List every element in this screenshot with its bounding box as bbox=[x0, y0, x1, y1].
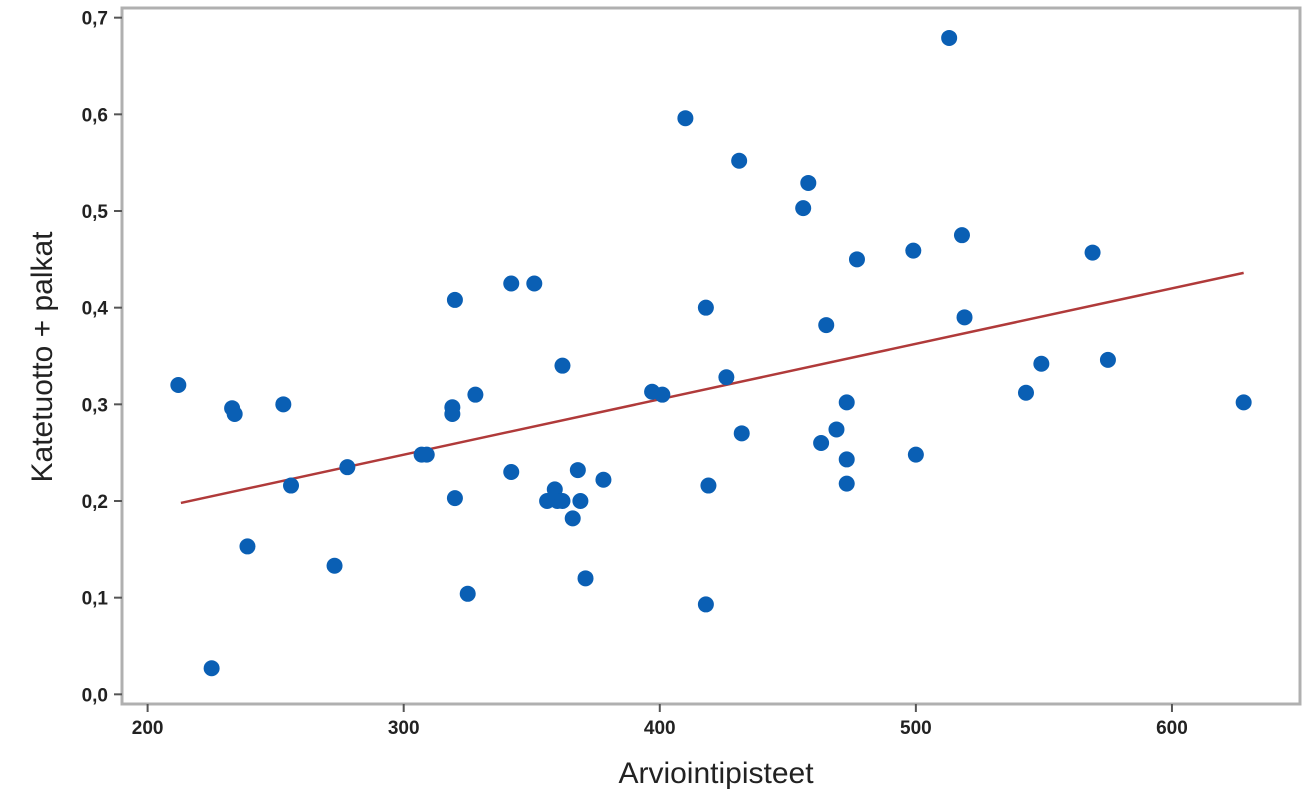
data-point bbox=[460, 586, 476, 602]
y-tick-label: 0,7 bbox=[82, 9, 108, 30]
data-point bbox=[503, 276, 519, 292]
data-point bbox=[554, 358, 570, 374]
data-point bbox=[275, 396, 291, 412]
data-point bbox=[595, 472, 611, 488]
points-layer bbox=[170, 30, 1251, 676]
data-point bbox=[828, 421, 844, 437]
data-point bbox=[957, 309, 973, 325]
data-point bbox=[467, 387, 483, 403]
data-point bbox=[565, 510, 581, 526]
y-axis-title: Katetuotto + palkat bbox=[26, 231, 59, 483]
y-tick-label: 0,3 bbox=[82, 395, 108, 416]
y-tick-label: 0,4 bbox=[82, 299, 109, 320]
x-tick-label: 600 bbox=[1156, 718, 1188, 739]
x-axis-title: Arviointipisteet bbox=[618, 757, 814, 789]
y-tick-label: 0,6 bbox=[82, 105, 108, 126]
data-point bbox=[795, 200, 811, 216]
data-point bbox=[447, 490, 463, 506]
data-point bbox=[503, 464, 519, 480]
data-point bbox=[718, 369, 734, 385]
data-point bbox=[227, 406, 243, 422]
data-point bbox=[239, 538, 255, 554]
data-point bbox=[839, 451, 855, 467]
data-point bbox=[698, 596, 714, 612]
data-point bbox=[570, 462, 586, 478]
data-point bbox=[700, 478, 716, 494]
x-tick-label: 300 bbox=[388, 718, 420, 739]
data-point bbox=[1033, 356, 1049, 372]
data-point bbox=[283, 478, 299, 494]
data-point bbox=[578, 570, 594, 586]
data-point bbox=[905, 243, 921, 259]
data-point bbox=[1100, 352, 1116, 368]
data-point bbox=[447, 292, 463, 308]
y-tick-label: 0,2 bbox=[82, 492, 108, 513]
data-point bbox=[1085, 245, 1101, 261]
data-point bbox=[818, 317, 834, 333]
y-tick-label: 0,1 bbox=[82, 589, 109, 610]
data-point bbox=[204, 660, 220, 676]
data-point bbox=[554, 493, 570, 509]
data-point bbox=[734, 425, 750, 441]
data-point bbox=[813, 435, 829, 451]
data-point bbox=[572, 493, 588, 509]
data-point bbox=[654, 387, 670, 403]
x-tick-label: 500 bbox=[900, 718, 932, 739]
x-tick-label: 200 bbox=[132, 718, 164, 739]
data-point bbox=[444, 406, 460, 422]
data-point bbox=[954, 227, 970, 243]
data-point bbox=[839, 476, 855, 492]
data-point bbox=[170, 377, 186, 393]
x-tick-label: 400 bbox=[644, 718, 676, 739]
y-tick-label: 0,0 bbox=[82, 685, 108, 706]
axes-group: 0,0 0,1 0,2 0,3 0,4 0,5 0,6 0,7 200 300 400 500 600 bbox=[82, 9, 1188, 739]
y-tick-label: 0,5 bbox=[82, 202, 109, 223]
data-point bbox=[941, 30, 957, 46]
data-point bbox=[419, 447, 435, 463]
data-point bbox=[327, 558, 343, 574]
data-point bbox=[849, 251, 865, 267]
data-point bbox=[1236, 394, 1252, 410]
data-point bbox=[698, 300, 714, 316]
data-point bbox=[800, 175, 816, 191]
data-point bbox=[677, 110, 693, 126]
data-point bbox=[339, 459, 355, 475]
data-point bbox=[731, 153, 747, 169]
data-point bbox=[526, 276, 542, 292]
data-point bbox=[839, 394, 855, 410]
data-point bbox=[908, 447, 924, 463]
data-point bbox=[1018, 385, 1034, 401]
